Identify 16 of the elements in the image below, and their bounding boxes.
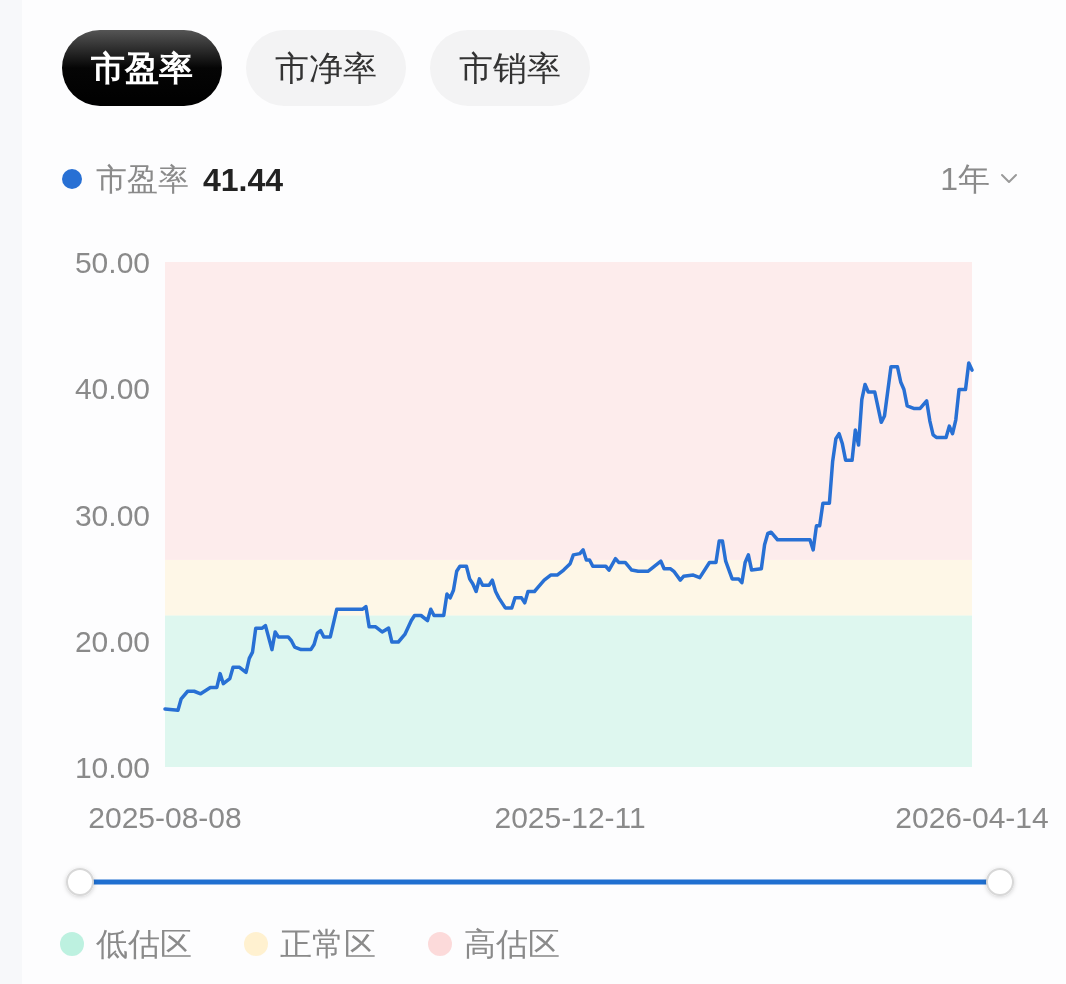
readout: 41.44 — [203, 162, 284, 198]
chart-title: 市盈率 — [90, 49, 193, 87]
legend-label: 高估区 — [464, 926, 560, 962]
y-tick-label: 30.00 — [74, 498, 150, 532]
y-tick-label: 50.00 — [74, 246, 150, 279]
x-tick-label: 2025-12-11 — [494, 801, 646, 834]
legend-label: 市盈率 — [96, 162, 189, 197]
y-tick-label: 40.00 — [74, 372, 150, 406]
legend-label: 正常区 — [280, 926, 376, 962]
x-tick-label: 2025-08-08 — [88, 801, 242, 834]
y-tick-label: 10.00 — [74, 751, 150, 784]
legend-label: 低估区 — [96, 926, 192, 962]
range-selector: 1年 — [940, 161, 990, 197]
legend: 市盈率 — [62, 162, 189, 197]
x-tick-label: 2026-04-14 — [895, 801, 1049, 834]
y-tick-label: 20.00 — [74, 624, 150, 658]
